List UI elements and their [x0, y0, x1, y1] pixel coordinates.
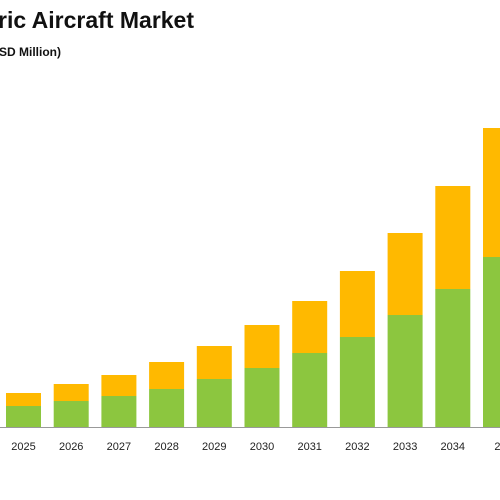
bar-segment [149, 362, 185, 389]
x-tick-label: 2034 [441, 441, 465, 453]
x-tick-label: 2033 [393, 441, 417, 453]
bar-segment [339, 337, 375, 427]
bar-segment [435, 186, 471, 289]
x-tick-label: 2025 [11, 441, 35, 453]
x-tick-label: 20 [494, 441, 500, 453]
bar-segment [101, 396, 137, 427]
chart-title: ric Aircraft Market [0, 7, 194, 33]
bar-segment [435, 289, 471, 427]
bar-segment [483, 257, 500, 427]
bar-segment [196, 346, 232, 379]
bar-segment [6, 393, 41, 406]
x-tick-label: 2026 [59, 441, 83, 453]
bar-segment [387, 315, 423, 427]
x-tick-label: 2027 [107, 441, 131, 453]
bar-segment [244, 325, 280, 368]
x-tick-label: 2029 [202, 441, 226, 453]
bar-segment [339, 271, 375, 337]
bar-segment [53, 384, 89, 401]
bar-segment [483, 128, 500, 257]
chart-subtitle: SD Million) [0, 45, 61, 59]
bar-segment [101, 375, 137, 396]
x-tick-label: 2030 [250, 441, 274, 453]
x-tick-label: 2032 [345, 441, 369, 453]
x-tick-label: 2028 [154, 441, 178, 453]
bar-segment [244, 368, 280, 427]
bar-segment [292, 301, 328, 353]
bar-segment [6, 406, 41, 427]
x-tick-label: 2031 [297, 441, 321, 453]
bar-segment [196, 379, 232, 427]
bar-segment [292, 353, 328, 427]
bar-segment [149, 389, 185, 427]
bar-segment [387, 233, 423, 315]
bar-segment [53, 401, 89, 427]
